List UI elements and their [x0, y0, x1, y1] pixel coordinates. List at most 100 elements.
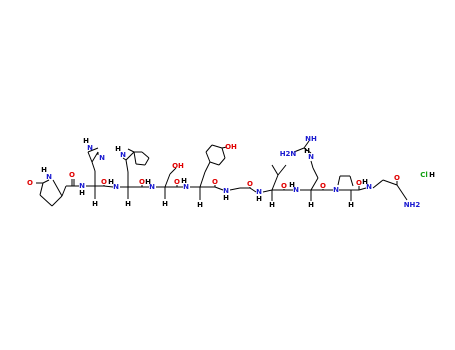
- atom-label: N: [120, 151, 126, 159]
- bonds: [36, 140, 408, 207]
- bond: [205, 151, 211, 163]
- atom-label: O: [139, 178, 145, 186]
- bond: [312, 167, 319, 179]
- atom-label: H: [197, 201, 203, 209]
- atom-label: H: [145, 178, 151, 186]
- atom-label: N: [99, 154, 105, 162]
- bond: [135, 163, 146, 166]
- bond: [103, 185, 114, 188]
- bond: [372, 179, 384, 189]
- bond: [91, 151, 99, 163]
- bond: [205, 144, 213, 153]
- bond: [133, 151, 137, 165]
- bond: [42, 179, 50, 184]
- atom-label: H: [108, 178, 114, 186]
- atom-label: H: [269, 201, 275, 209]
- atom-label: H: [256, 195, 262, 203]
- atom-label: N: [293, 186, 299, 194]
- bond: [277, 164, 287, 176]
- atom-label: H: [83, 137, 89, 145]
- atom-label: O: [27, 179, 33, 187]
- bond: [358, 187, 367, 191]
- bond: [249, 187, 257, 193]
- bond: [39, 182, 44, 196]
- atom-label: H2N: [280, 150, 297, 158]
- atom-label: H: [289, 181, 295, 189]
- bond: [87, 151, 93, 163]
- bond: [51, 195, 63, 207]
- bond: [125, 151, 135, 161]
- bond: [271, 174, 279, 191]
- atom-label: O: [394, 174, 400, 182]
- bond: [214, 186, 224, 191]
- atom-label: O: [174, 178, 180, 186]
- bond: [310, 160, 314, 169]
- atom-label: H: [362, 178, 368, 186]
- atom-label: N: [366, 183, 372, 191]
- bond: [271, 164, 279, 176]
- bond: [262, 189, 273, 193]
- bond: [164, 173, 171, 188]
- bond: [122, 157, 127, 161]
- bond: [293, 147, 305, 153]
- bond: [303, 147, 312, 154]
- atom-label: O: [320, 182, 326, 190]
- atom-label: N: [308, 153, 314, 161]
- atom-label: Cl: [420, 171, 428, 179]
- atom-label: N: [87, 144, 93, 152]
- atom-label: H: [125, 200, 131, 208]
- bond: [221, 146, 228, 149]
- atom-label: O: [247, 180, 253, 188]
- atom-label: H: [348, 201, 354, 209]
- atom-label: H: [429, 171, 435, 179]
- bond: [349, 175, 354, 187]
- atom-label: O: [356, 179, 362, 187]
- atom-label: O: [101, 178, 107, 186]
- bond: [218, 157, 226, 166]
- bond: [221, 147, 226, 159]
- bond: [144, 157, 150, 166]
- bond: [169, 167, 177, 175]
- atom-label: N: [113, 183, 119, 191]
- atom-label: N: [256, 188, 262, 196]
- atom-label: NH2: [404, 201, 421, 209]
- bond: [209, 161, 220, 166]
- atom-label: H: [41, 166, 47, 174]
- atom-label: NH: [305, 135, 317, 143]
- atom-label: H: [308, 201, 314, 209]
- bond: [61, 185, 67, 197]
- bond: [204, 161, 211, 173]
- bond: [303, 140, 310, 149]
- bond: [127, 148, 135, 153]
- atom-label: N: [79, 182, 85, 190]
- bond: [396, 184, 408, 201]
- bond: [91, 161, 96, 172]
- bond: [382, 179, 398, 186]
- bond: [52, 179, 63, 197]
- atom-label: N: [333, 186, 339, 194]
- atom-label: H: [162, 200, 168, 208]
- atom-label: N: [223, 187, 229, 195]
- atom-label: H: [304, 147, 310, 155]
- atom-label: H: [79, 189, 85, 197]
- atom-label: OH: [225, 143, 237, 151]
- bond: [337, 175, 341, 186]
- bond: [39, 194, 53, 207]
- atom-label: O: [212, 178, 218, 186]
- bond: [141, 151, 150, 159]
- bond: [211, 144, 223, 149]
- bond: [125, 159, 129, 173]
- bond: [229, 187, 241, 191]
- atom-label: N: [149, 183, 155, 191]
- atom-label: H: [223, 194, 229, 202]
- atom-label: O: [69, 171, 75, 179]
- atom-label: N: [46, 173, 52, 181]
- atom-label: H: [181, 177, 187, 185]
- atom-label: H: [115, 145, 121, 153]
- atom-label: OH: [172, 162, 184, 170]
- atom-label: O: [281, 182, 287, 190]
- bond: [310, 177, 319, 191]
- bond: [87, 147, 99, 153]
